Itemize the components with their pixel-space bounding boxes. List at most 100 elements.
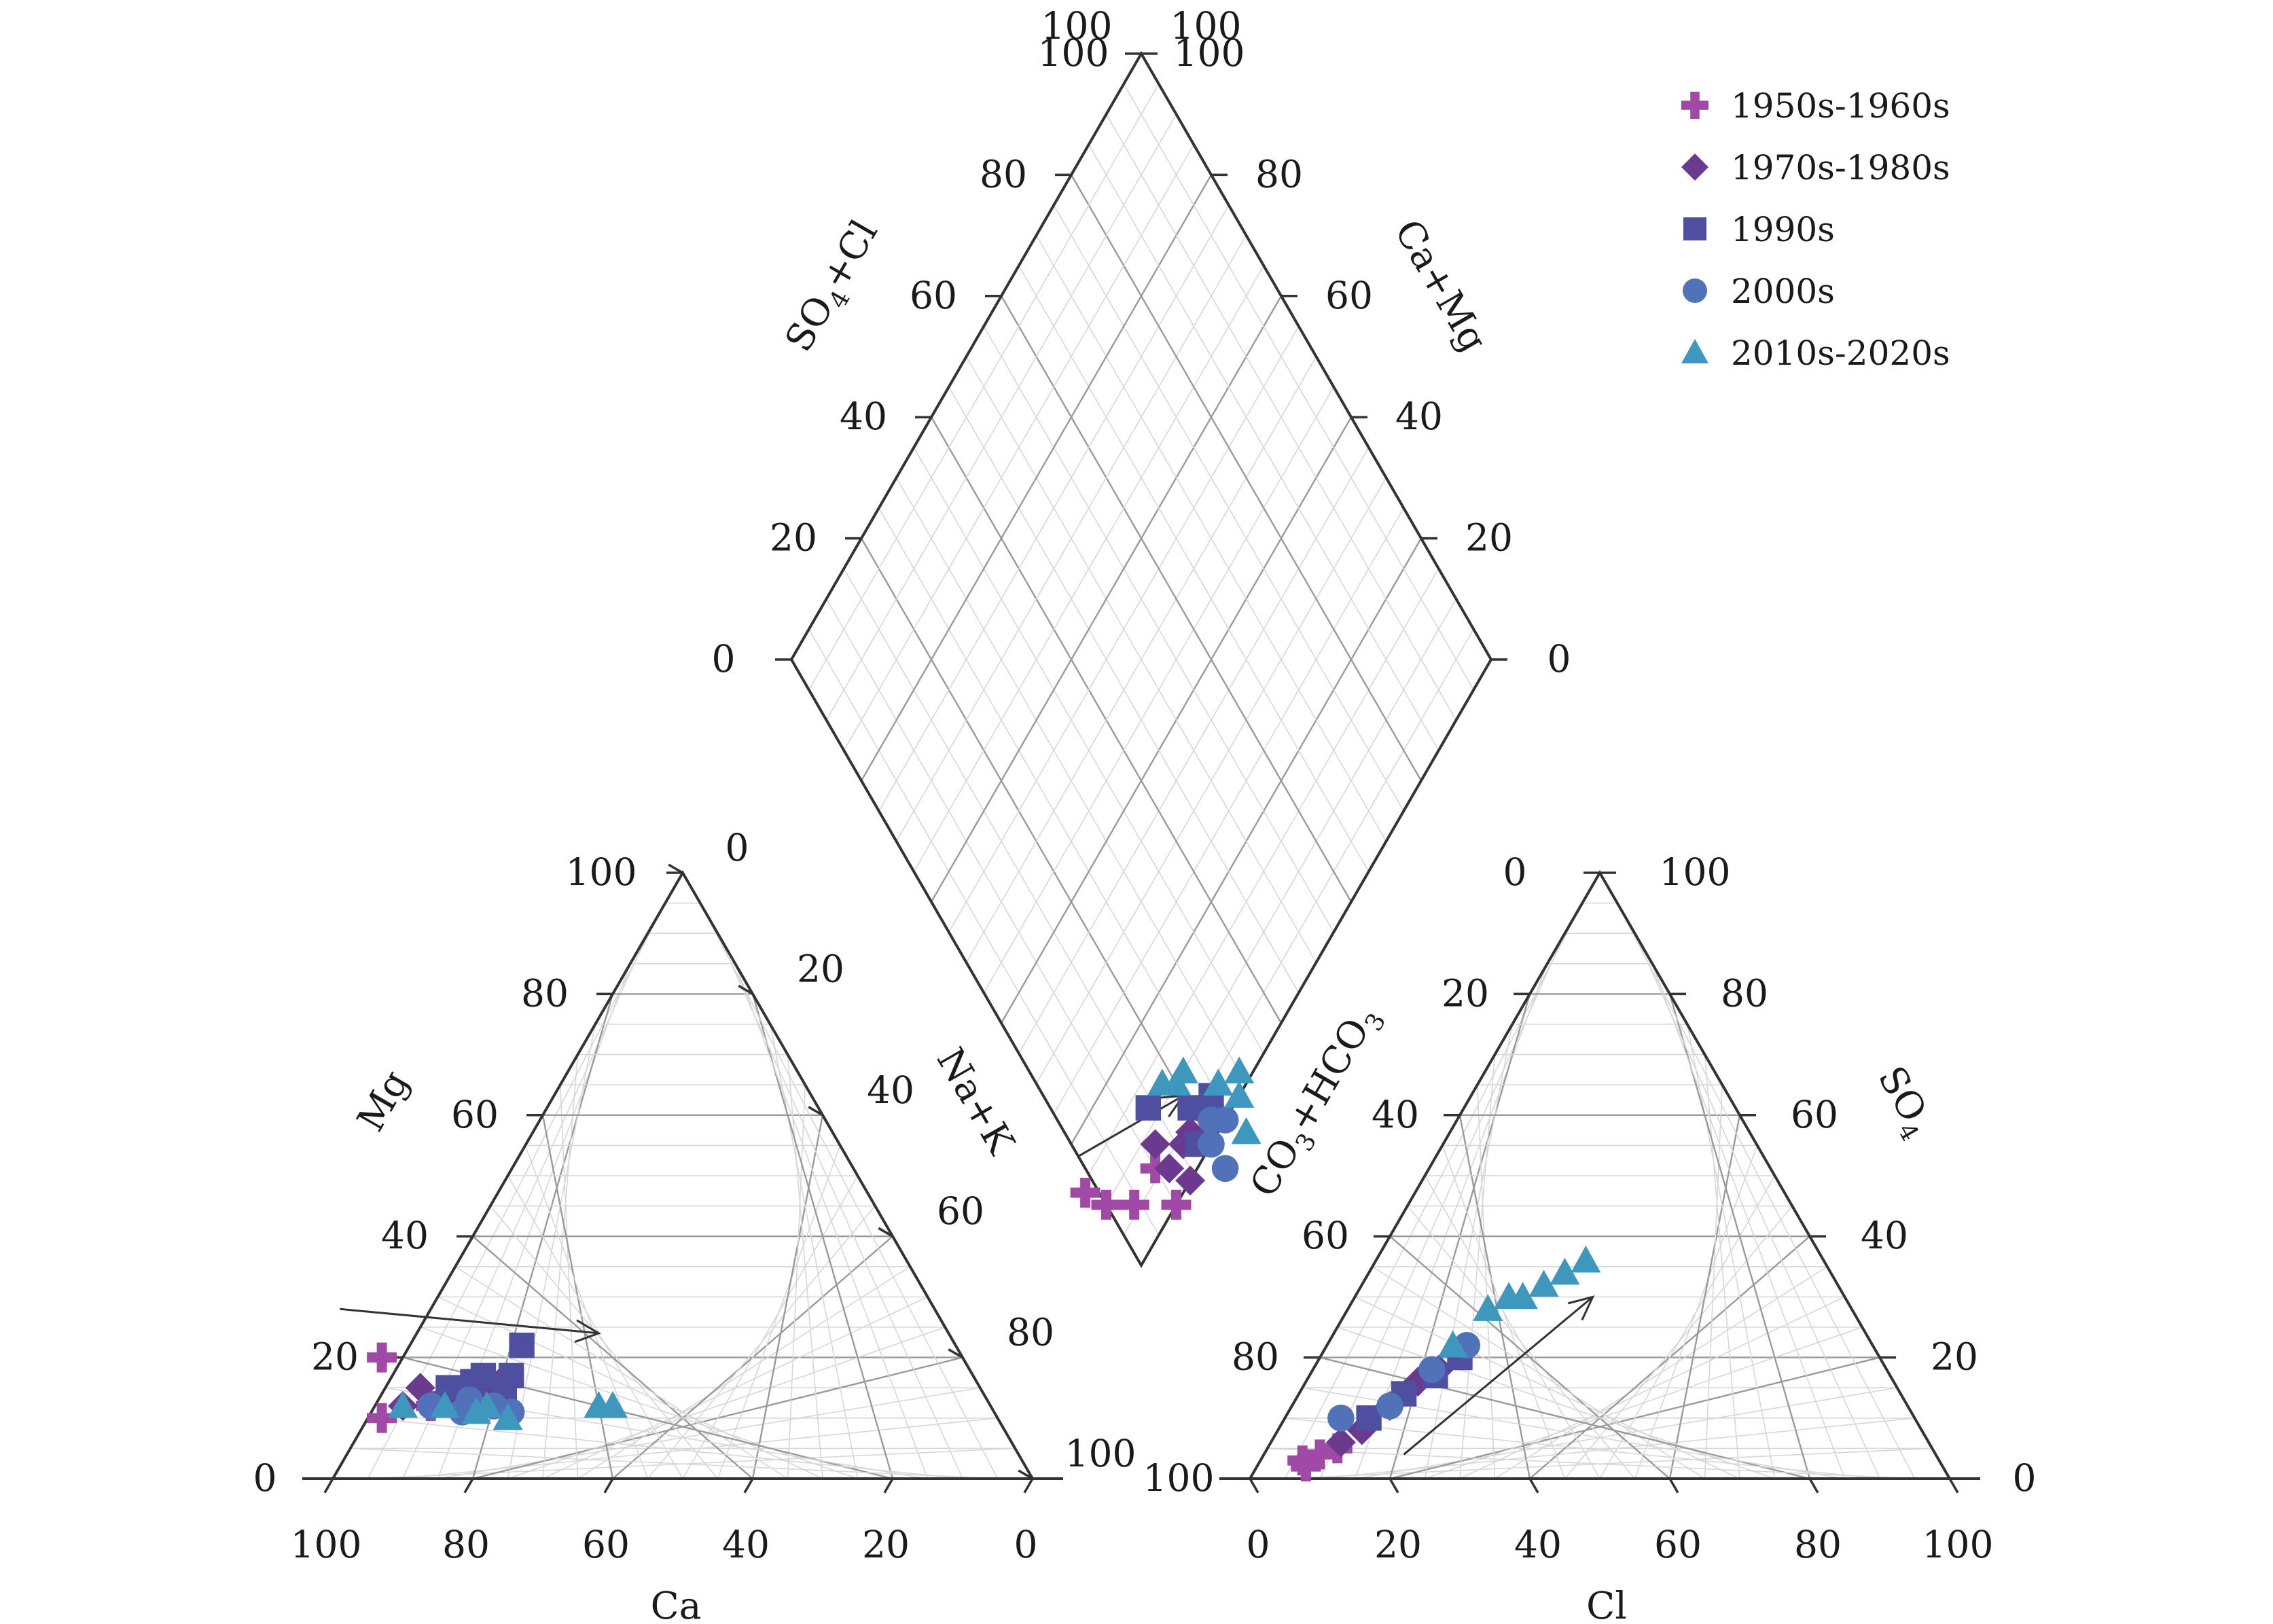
diamond-grid-line — [1123, 84, 1474, 690]
legend-marker-circle — [1683, 278, 1707, 303]
anion-grid-line — [1634, 933, 1880, 1479]
cation-grid-line — [507, 1175, 683, 1479]
diamond-right-label: Ca+Mg — [1386, 212, 1497, 359]
cation-grid-line — [717, 933, 963, 1479]
diamond-point — [1175, 1166, 1206, 1196]
diamond-grid-line — [808, 84, 1160, 690]
diamond-grid-line — [895, 235, 1247, 842]
cation-left-tick-label: 100 — [566, 850, 637, 894]
anion-bottom-tick — [1948, 1478, 1959, 1494]
anion-grid-line — [1634, 1145, 1758, 1479]
cation-bottom-tick — [1023, 1478, 1034, 1494]
anion-grid-line — [1424, 1175, 1600, 1479]
anion-point — [1437, 1330, 1468, 1358]
cation-bottom-tick-label: 60 — [582, 1523, 630, 1566]
cation-grid-line — [751, 994, 894, 1479]
diamond-point — [1211, 1155, 1239, 1183]
anion-grid-line — [1372, 1266, 1705, 1479]
anion-bottom-tick-label: 0 — [1247, 1523, 1270, 1566]
anion-grid-line — [1668, 1115, 1741, 1479]
anion-point — [1325, 1427, 1356, 1458]
cation-grid-line — [769, 1024, 859, 1479]
diamond-right-tick-label: 20 — [1465, 516, 1513, 560]
cation-left-tick-label: 60 — [451, 1093, 499, 1136]
cation-left-tick-label: 40 — [381, 1214, 429, 1257]
legend-label: 2010s-2020s — [1731, 333, 1950, 373]
diamond-grid-line — [930, 295, 1283, 903]
anion-left-tick-label: 20 — [1442, 971, 1489, 1015]
cation-right-label: Na+K — [929, 1041, 1024, 1161]
anion-grid-line — [1267, 1447, 1915, 1479]
cation-bottom-tick — [603, 1478, 614, 1494]
anion-bottom-tick — [1389, 1478, 1399, 1494]
diamond-point — [1161, 1189, 1192, 1220]
cation-right-tick-label: 80 — [1007, 1311, 1054, 1354]
anion-bottom-tick-label: 80 — [1794, 1523, 1842, 1566]
frame-layer — [302, 50, 1980, 1480]
cation-bottom-tick-label: 0 — [1014, 1523, 1038, 1566]
cation-bottom-tick — [883, 1478, 894, 1494]
diamond-grid-line — [948, 325, 1300, 933]
anion-grid-line — [1319, 1356, 1810, 1480]
diamond-left-tick-label: 20 — [770, 516, 817, 560]
anion-grid-line — [1668, 994, 1811, 1479]
cation-right-tick — [738, 984, 753, 995]
cation-trend-arrow-shaft — [340, 1307, 599, 1335]
cation-grid-line — [472, 1235, 753, 1479]
diamond-left-tick-label: 0 — [712, 637, 736, 681]
diamond-grid-line — [1105, 113, 1457, 721]
cation-grid-line — [420, 1327, 858, 1479]
diamond-left-tick-label: 100 — [1038, 31, 1109, 75]
anion-xlabel: Cl — [1586, 1584, 1627, 1624]
cation-xlabel: Ca — [651, 1584, 702, 1624]
anion-point — [1305, 1439, 1335, 1470]
anion-bottom-tick — [1808, 1478, 1819, 1494]
anion-trend-arrow-shaft — [1403, 1296, 1594, 1456]
anion-grid-line — [1337, 1327, 1775, 1479]
legend-marker-triangle — [1681, 339, 1708, 363]
anion-grid-line — [1355, 1296, 1740, 1479]
diamond-grid-line — [1070, 174, 1422, 781]
anion-right-tick-label: 40 — [1861, 1214, 1908, 1257]
diamond-trend-arrow-shaft — [1077, 1094, 1184, 1157]
anion-right-tick-label: 80 — [1721, 971, 1768, 1015]
cation-point — [429, 1390, 460, 1418]
diamond-left-tick-label: 80 — [980, 152, 1027, 196]
cation-grid-line — [734, 963, 929, 1479]
diamond-left-tick-label: 40 — [840, 395, 887, 438]
cation-grid-line — [437, 1296, 823, 1479]
diamond-grid-line — [983, 325, 1334, 933]
legend: 1950s-1960s 1970s-1980s 1990s 2000s 2010s-20… — [1681, 86, 1950, 373]
tick-layer — [317, 52, 1966, 1494]
legend-label: 2000s — [1731, 272, 1835, 311]
anion-left-tick-label: 0 — [1503, 850, 1527, 894]
grid-layer — [350, 84, 1933, 1480]
data-point-layer — [367, 1056, 1601, 1482]
diamond-point — [1119, 1189, 1149, 1220]
anion-right-tick-label: 20 — [1931, 1335, 1978, 1379]
anion-bottom-tick — [1528, 1478, 1539, 1494]
cation-point — [471, 1390, 502, 1418]
anion-point — [1571, 1245, 1601, 1273]
diamond-grid-line — [1000, 295, 1353, 903]
diamond-point — [1198, 1106, 1225, 1134]
diamond-point — [1231, 1117, 1261, 1144]
anion-grid-line — [1407, 1206, 1636, 1479]
diamond-grid-line — [825, 113, 1177, 721]
anion-bottom-tick — [1249, 1478, 1259, 1494]
anion-bottom-tick-label: 60 — [1654, 1523, 1702, 1566]
diamond-point — [1135, 1095, 1161, 1121]
diamond-point — [1154, 1153, 1185, 1184]
diamond-point — [1147, 1068, 1177, 1096]
legend-label: 1950s-1960s — [1731, 86, 1950, 126]
cation-left-label: Mg — [348, 1063, 417, 1138]
diamond-right-tick-label: 60 — [1325, 274, 1373, 317]
cation-right-tick-label: 0 — [726, 826, 749, 869]
diamond-right-tick-label: 40 — [1395, 395, 1443, 438]
cation-bottom-tick — [743, 1478, 754, 1494]
diamond-point — [1224, 1081, 1255, 1108]
diamond-grid-line — [843, 144, 1194, 751]
anion-trend-arrow-head — [1567, 1295, 1595, 1321]
cation-grid-line — [350, 1447, 998, 1479]
